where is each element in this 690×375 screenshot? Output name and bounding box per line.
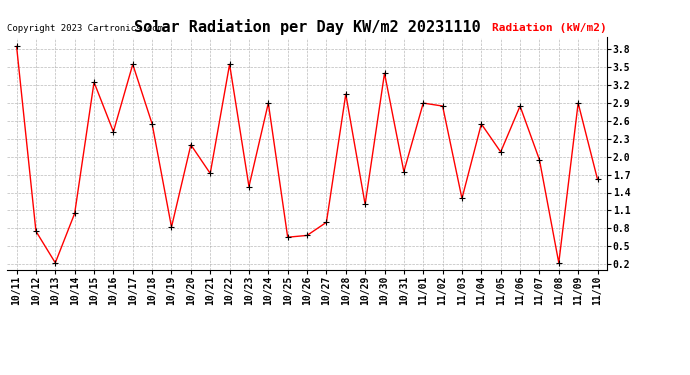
Text: Copyright 2023 Cartronics.com: Copyright 2023 Cartronics.com [7, 24, 163, 33]
Title: Solar Radiation per Day KW/m2 20231110: Solar Radiation per Day KW/m2 20231110 [134, 19, 480, 35]
Text: Radiation (kW/m2): Radiation (kW/m2) [493, 23, 607, 33]
